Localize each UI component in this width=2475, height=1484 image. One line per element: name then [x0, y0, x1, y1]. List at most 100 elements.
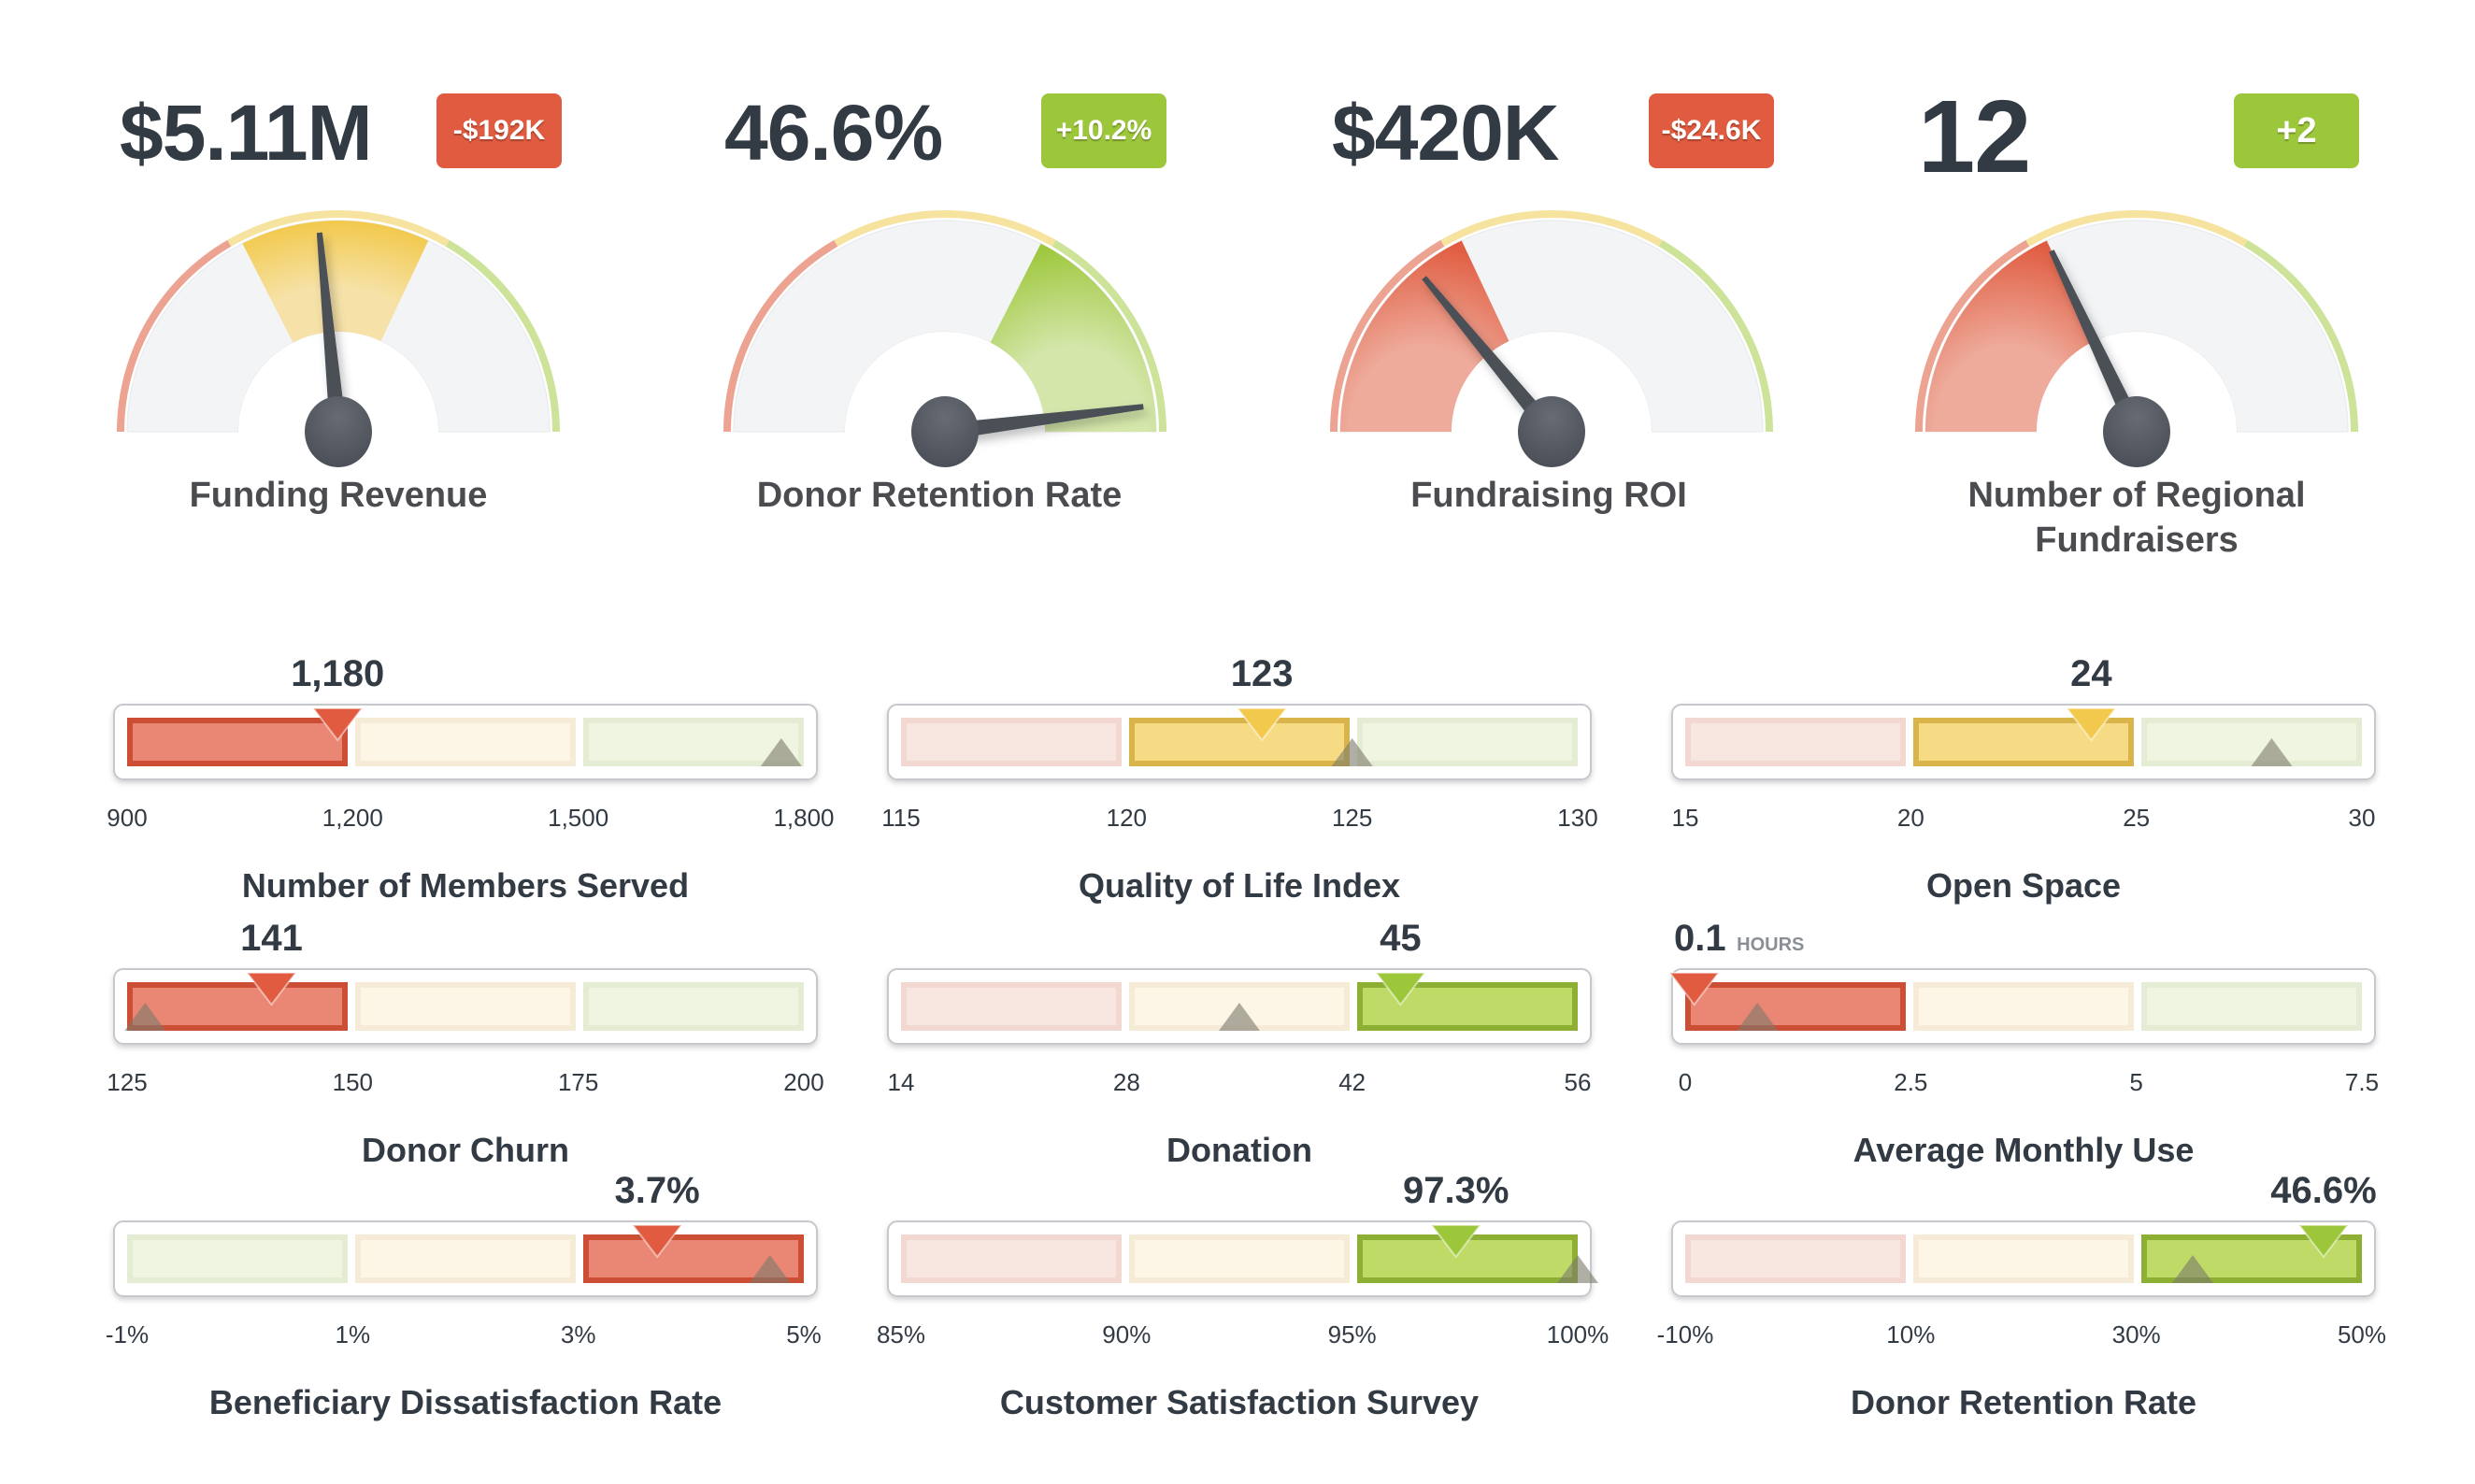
bullet-target-marker — [1737, 1003, 1779, 1031]
gauge-2 — [1330, 209, 1773, 467]
gauge-rim-yellow — [2025, 210, 2248, 247]
bullet-title: Donor Churn — [362, 1131, 569, 1169]
bullet-value-text: 0.1 — [1674, 918, 1726, 959]
bullet-target-marker — [749, 1255, 791, 1283]
bullet-chart-6: 3.7% -1% 1% 3% 5% Beneficiary Dissatisfaction… — [106, 1170, 822, 1421]
bullet-chart-1: 123 115 120 125 130 Quality of Life Index — [881, 653, 1597, 905]
bullet-value-label: 1,180 — [291, 653, 384, 694]
bullet-value-marker — [245, 972, 298, 1006]
bullet-band-yellow — [1913, 1234, 2134, 1283]
bullet-tick-label: 3% — [561, 1320, 596, 1348]
bullet-value-label: 97.3% — [1403, 1170, 1509, 1211]
bullet-value-marker — [1429, 1224, 1482, 1259]
gauge-needle-hub — [305, 396, 372, 467]
gauge-rim-red — [1330, 239, 1445, 432]
gauge-rim-red — [723, 239, 838, 432]
bullet-value-text: 45 — [1380, 918, 1422, 959]
bullet-band-green — [1357, 718, 1578, 766]
bullet-tick-label: 1% — [336, 1320, 371, 1348]
bullet-tick-label: 5% — [786, 1320, 822, 1348]
gauge-title-funding-revenue: Funding Revenue — [189, 476, 488, 515]
bullet-tick-label: 125 — [107, 1068, 147, 1096]
gauge-0 — [117, 210, 560, 467]
gauge-active-band — [990, 243, 1156, 432]
delta-badge-fundraising-roi: -$24.6K — [1649, 93, 1774, 168]
gauge-center — [2037, 332, 2237, 432]
bullet-chart-7: 97.3% 85% 90% 95% 100% Customer Satisfaction … — [877, 1170, 1609, 1421]
bullet-tick-label: 175 — [558, 1068, 598, 1096]
bullet-tick-label: 95% — [1328, 1320, 1377, 1348]
gauge-needle — [316, 232, 347, 433]
bullet-title: Number of Members Served — [242, 866, 689, 905]
bullet-band-green — [583, 718, 804, 766]
bullet-tick-label: 2.5 — [1894, 1068, 1927, 1096]
gauge-active-band — [1925, 240, 2095, 432]
kpi-value-regional-fundraisers: 12 — [1918, 79, 2031, 194]
bullet-tick-label: 42 — [1338, 1068, 1366, 1096]
gauge-needle-hub — [911, 396, 979, 467]
bullet-target-marker — [124, 1003, 166, 1031]
delta-badge-donor-retention: +10.2% — [1041, 93, 1166, 168]
bullet-value-marker — [311, 707, 365, 742]
bullet-value-marker — [2065, 707, 2118, 742]
bullet-value-label: 123 — [1231, 653, 1294, 694]
bullet-band-yellow — [1129, 1234, 1350, 1283]
bullet-band-red — [1685, 1234, 1906, 1283]
bullet-chart-2: 24 15 20 25 30 Open Space — [1671, 653, 2376, 905]
gauge-rim-yellow — [1440, 209, 1663, 247]
bullet-value-label: 24 — [2070, 653, 2112, 694]
gauge-rim-green — [445, 239, 560, 432]
bullet-tick-label: 130 — [1557, 804, 1597, 832]
bullet-target-marker — [1557, 1255, 1598, 1283]
bullet-tick-label: 120 — [1107, 804, 1147, 832]
gauge-title-line-1: Number of Regional — [1967, 476, 2306, 515]
delta-badge-regional-fundraisers: +2 — [2234, 93, 2359, 168]
gauge-needle — [1422, 276, 1558, 437]
bullet-value-label: 3.7% — [615, 1170, 700, 1211]
bullet-target-marker — [1219, 1003, 1260, 1031]
bullet-tick-label: 10% — [1886, 1320, 1935, 1348]
bullet-target-marker — [1331, 738, 1373, 766]
bullet-title: Average Monthly Use — [1853, 1131, 2195, 1169]
bullet-band-red — [1685, 718, 1906, 766]
bullet-tick-label: 14 — [888, 1068, 915, 1096]
gauge-needle — [943, 404, 1144, 440]
bullet-band-yellow — [1129, 718, 1350, 766]
gauge-rim-red — [1915, 239, 2030, 432]
gauge-title-donor-retention: Donor Retention Rate — [756, 476, 1123, 515]
bullet-value-marker — [2296, 1224, 2350, 1259]
bullet-title: Customer Satisfaction Survey — [1000, 1383, 1479, 1421]
bullet-band-green — [1357, 1234, 1578, 1283]
gauge-3 — [1915, 210, 2358, 467]
bullet-band-yellow — [355, 1234, 576, 1283]
kpi-value-funding-revenue: $5.11M — [120, 89, 373, 177]
bullet-value-marker — [1374, 972, 1427, 1006]
bullet-title: Quality of Life Index — [1079, 866, 1400, 905]
bullet-value-text: 1,180 — [291, 653, 384, 694]
gauge-1 — [723, 210, 1166, 467]
delta-badge-funding-revenue: -$192K — [436, 93, 562, 168]
kpi-value-donor-retention: 46.6% — [724, 89, 943, 177]
bullet-target-marker — [2172, 1255, 2213, 1283]
bullet-tick-label: 1,800 — [773, 804, 834, 832]
bullet-value-label: 46.6% — [2270, 1170, 2376, 1211]
gauge-active-band — [1340, 240, 1509, 432]
bullet-band-red — [127, 982, 348, 1031]
bullet-band-green — [2141, 982, 2362, 1031]
bullets-layer: 1,180 900 1,200 1,500 1,800 Number of Members… — [106, 653, 2386, 1421]
gauge-center — [845, 332, 1045, 432]
gauge-active-band — [242, 221, 429, 343]
bullet-chart-8: 46.6% -10% 10% 30% 50% Donor Retention Rate — [1657, 1170, 2386, 1421]
bullet-title: Open Space — [1926, 866, 2121, 905]
bullet-value-label: 0.1 HOURS — [1674, 918, 1804, 959]
bullet-tick-label: 30 — [2349, 804, 2376, 832]
bullet-value-text: 123 — [1231, 653, 1294, 694]
bullet-value-text: 46.6% — [2270, 1170, 2376, 1211]
bullet-tick-label: 125 — [1332, 804, 1372, 832]
gauge-needle — [2049, 250, 2145, 435]
bullet-tick-label: 200 — [783, 1068, 823, 1096]
bullet-band-red — [901, 1234, 1122, 1283]
bullet-title: Donor Retention Rate — [1851, 1383, 2196, 1421]
gauge-rim-green — [2243, 239, 2358, 432]
